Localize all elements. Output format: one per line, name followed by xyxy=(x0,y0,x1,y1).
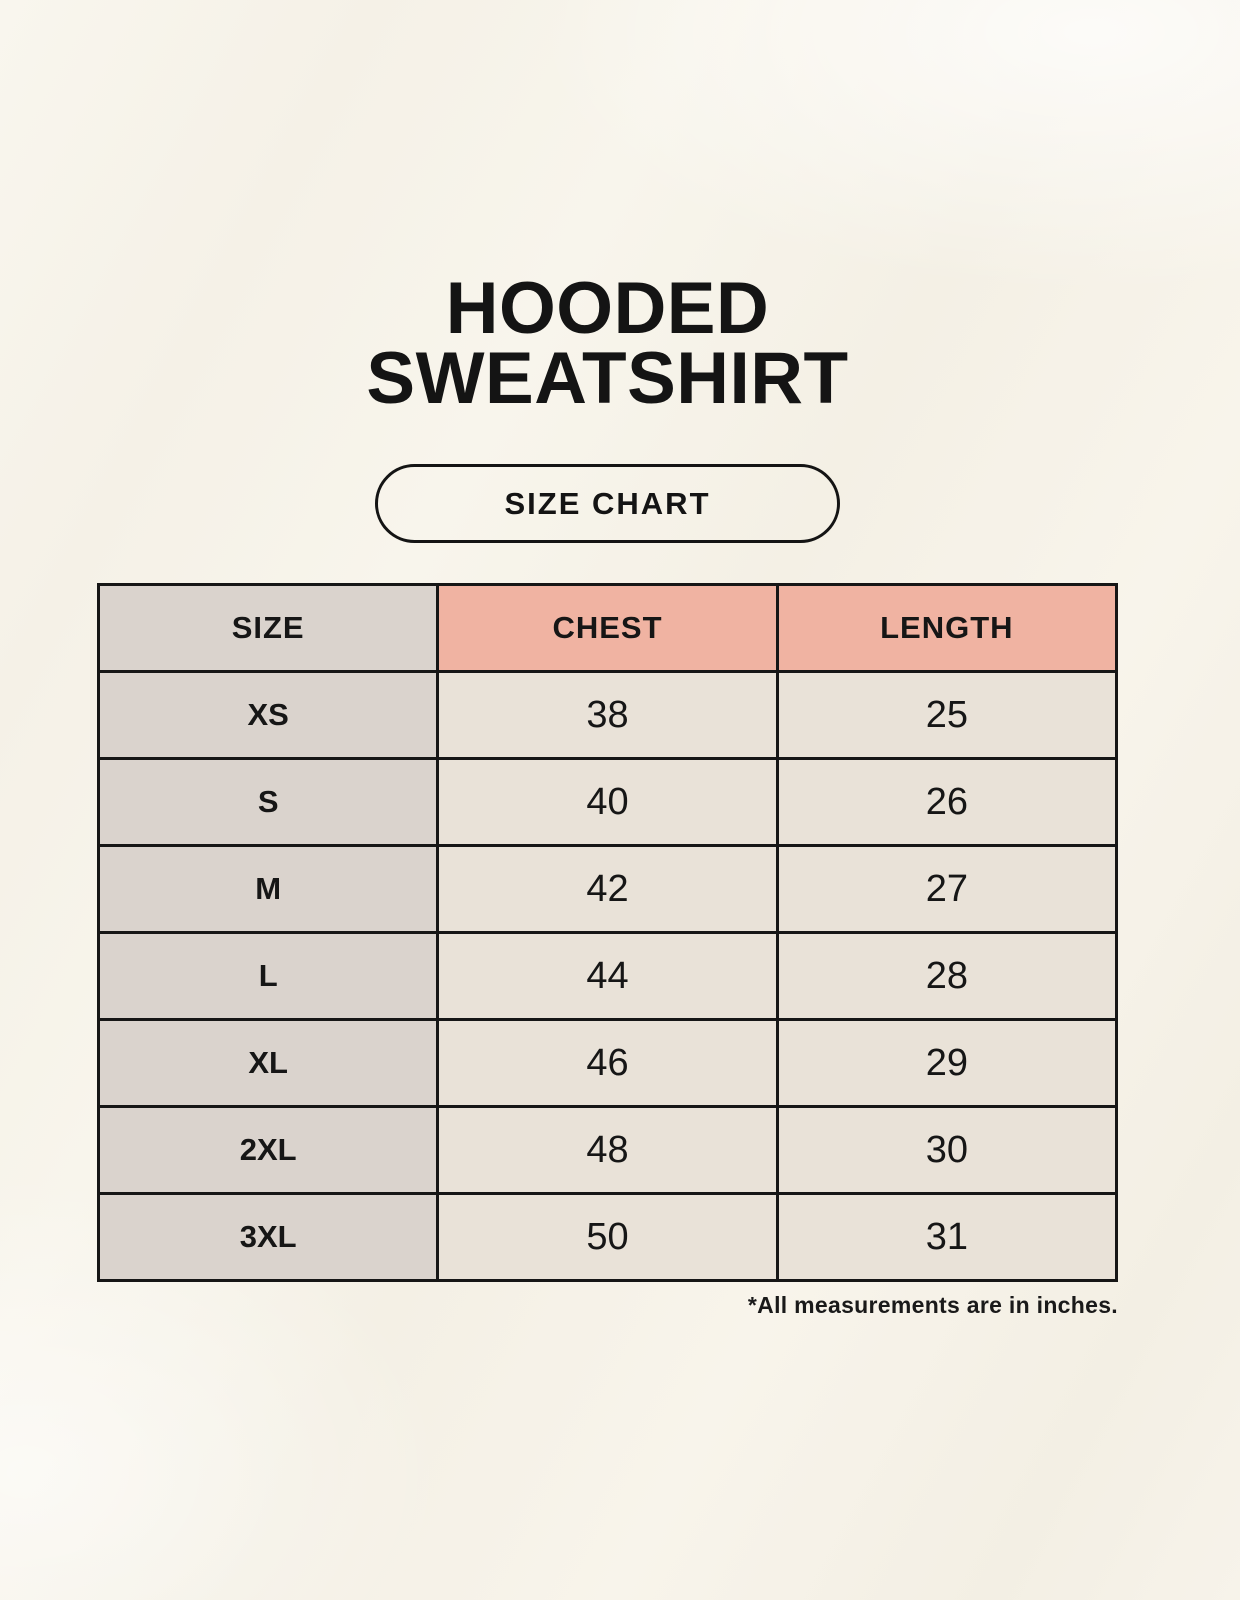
size-label: 2XL xyxy=(96,1105,440,1195)
page-title: HOODED SWEATSHIRT xyxy=(97,268,1118,419)
length-value: 28 xyxy=(775,931,1119,1021)
length-value: 30 xyxy=(775,1105,1119,1195)
chest-value: 42 xyxy=(436,844,779,934)
size-label: L xyxy=(96,931,440,1021)
title-line-2: SWEATSHIRT xyxy=(366,338,849,419)
size-label: XL xyxy=(96,1018,440,1108)
length-value: 29 xyxy=(775,1018,1119,1108)
table-row: 3XL 50 31 xyxy=(96,1192,1119,1282)
size-label: XS xyxy=(96,670,440,760)
table-row: M 42 27 xyxy=(96,844,1119,934)
length-value: 26 xyxy=(775,757,1119,847)
size-chart-button[interactable]: SIZE CHART xyxy=(375,464,840,543)
measurements-footnote: *All measurements are in inches. xyxy=(747,1292,1118,1318)
chest-value: 46 xyxy=(436,1018,779,1108)
length-value: 31 xyxy=(775,1192,1119,1282)
chest-value: 38 xyxy=(436,670,779,760)
chest-value: 44 xyxy=(436,931,779,1021)
chest-value: 50 xyxy=(436,1192,779,1282)
header-cell-chest: CHEST xyxy=(436,583,779,673)
table-row: XS 38 25 xyxy=(96,670,1119,760)
table-row: 2XL 48 30 xyxy=(96,1105,1119,1195)
chest-value: 48 xyxy=(436,1105,779,1195)
length-value: 25 xyxy=(775,670,1119,760)
title-line-1: HOODED xyxy=(445,268,770,349)
size-chart-button-label: SIZE CHART xyxy=(504,485,711,521)
length-value: 27 xyxy=(775,844,1119,934)
header-cell-size: SIZE xyxy=(96,583,440,673)
table-row: XL 46 29 xyxy=(96,1018,1119,1108)
table-header-row: SIZE CHEST LENGTH xyxy=(96,583,1119,673)
size-chart-table: SIZE CHEST LENGTH XS 38 25 S 40 26 M 42 … xyxy=(96,583,1119,1282)
table-row: S 40 26 xyxy=(96,757,1119,847)
table-row: L 44 28 xyxy=(96,931,1119,1021)
header-cell-length: LENGTH xyxy=(775,583,1119,673)
content-column: HOODED SWEATSHIRT SIZE CHART SIZE CHEST … xyxy=(96,0,1119,1319)
chest-value: 40 xyxy=(436,757,779,847)
size-label: M xyxy=(96,844,440,934)
size-label: S xyxy=(96,757,440,847)
size-label: 3XL xyxy=(96,1192,440,1282)
